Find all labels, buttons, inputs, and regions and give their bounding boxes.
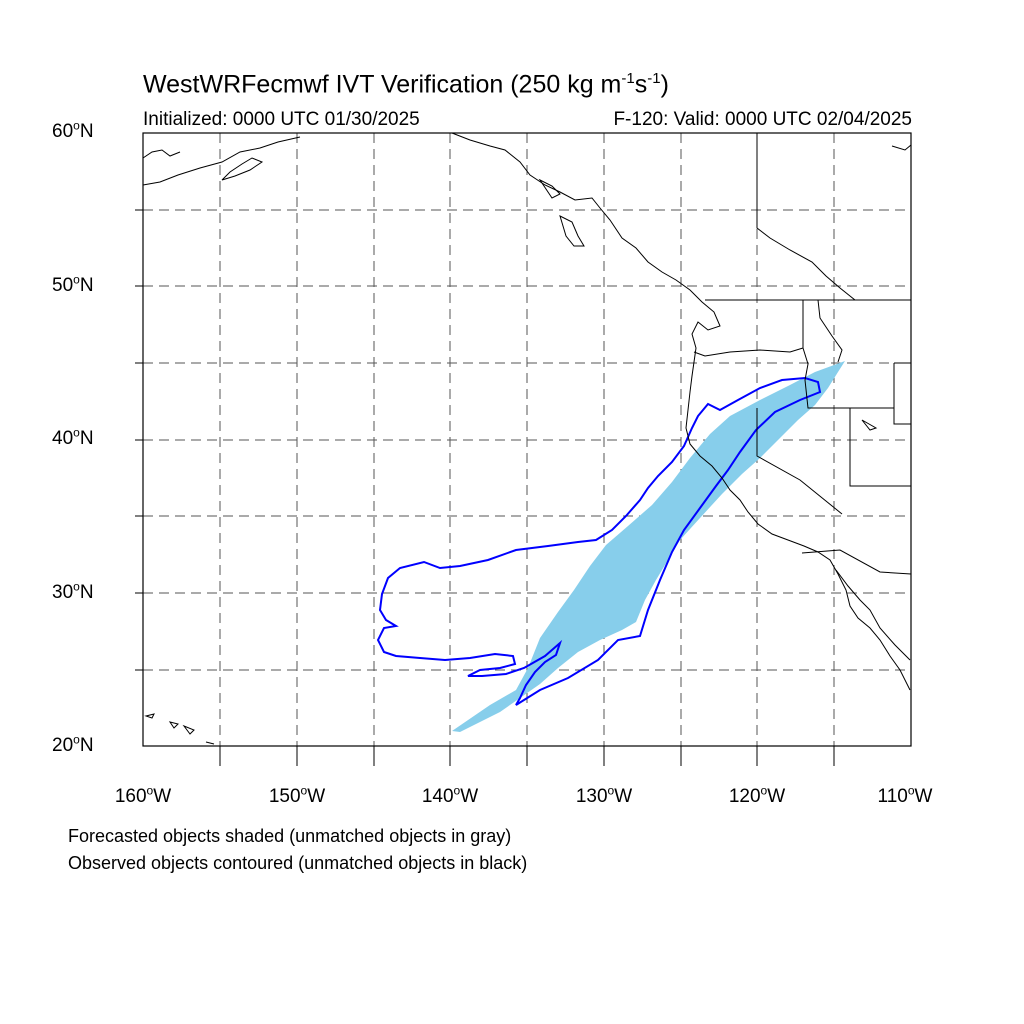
lon-label: 150oW [268,783,326,807]
lat-label: 30oN [52,579,94,603]
initialized-label: Initialized: 0000 UTC 01/30/2025 [143,109,420,130]
forecast-object [452,361,845,732]
coastlines [142,132,912,745]
lat-label: 50oN [52,272,94,296]
tick-marks [135,209,835,766]
lat-label: 40oN [52,425,94,449]
grid-lines [143,133,911,746]
chart-title: WestWRFecmwf IVT Verification (250 kg m-… [143,70,669,99]
title-exponent-1: -1 [621,70,635,87]
lon-label: 130oW [575,783,633,807]
lat-label: 60oN [52,118,94,142]
observed-contour [376,376,822,706]
title-exponent-2: -1 [647,70,661,87]
title-end: ) [660,70,669,99]
legend-forecast-text: Forecasted objects shaded (unmatched obj… [68,826,512,846]
valid-label: F-120: Valid: 0000 UTC 02/04/2025 [613,109,912,130]
lon-label: 120oW [728,783,786,807]
lat-label: 20oN [52,732,94,756]
legend-observed-text: Observed objects contoured (unmatched ob… [68,853,528,873]
lon-label: 140oW [421,783,479,807]
lon-label: 110oW [877,783,933,807]
title-main: WestWRFecmwf IVT Verification (250 kg m [143,70,622,99]
lon-label: 160oW [114,783,172,807]
title-mid: s [634,70,648,99]
